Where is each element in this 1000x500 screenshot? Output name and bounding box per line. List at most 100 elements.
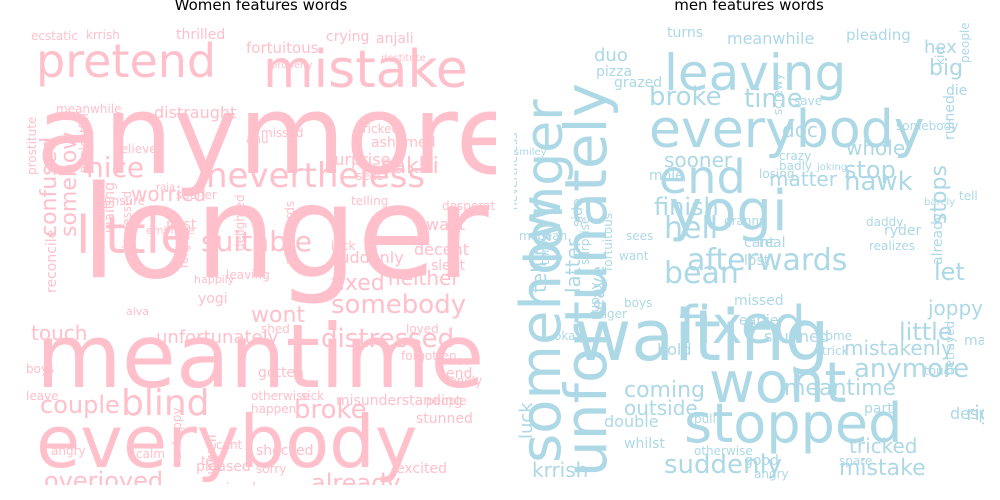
men-word-28: mistake [839, 456, 926, 481]
women-word-65: shed [261, 322, 290, 336]
men-word-1: unfortunately [552, 83, 620, 477]
women-word-83: ruined [211, 481, 256, 485]
women-word-61: loved [406, 322, 439, 336]
men-wordcloud-panel: men features words waiting unfortunately s… [514, 0, 984, 500]
men-word-25: mistakenly [844, 336, 953, 360]
men-word-51: already [930, 213, 946, 265]
men-word-83: spare [839, 454, 872, 468]
men-word-14: finish [654, 193, 719, 221]
men-word-45: grazed [614, 75, 662, 91]
women-word-4: mistake [263, 40, 468, 100]
women-word-2: meantime [36, 305, 484, 408]
men-word-74: boys [624, 296, 652, 310]
men-word-68: ryder [884, 223, 922, 239]
women-word-28: crying [326, 29, 369, 45]
men-word-4: stopped [684, 392, 902, 455]
men-word-80: pull [694, 412, 716, 426]
men-word-39: let [934, 258, 965, 286]
women-word-64: end [446, 366, 472, 382]
men-word-35: coming [624, 378, 705, 403]
women-word-35: neglectful [77, 113, 91, 173]
women-word-47: delighted [233, 194, 247, 251]
men-word-87: smiley [514, 147, 547, 158]
men-word-70: daddy [866, 215, 903, 229]
men-word-31: luck [516, 402, 537, 439]
men-word-16: stop [844, 156, 896, 184]
men-word-38: hold [657, 340, 692, 359]
men-word-56: real [759, 235, 786, 251]
men-word-21: matter [769, 167, 838, 191]
women-word-62: woo [446, 354, 471, 368]
women-word-75: cant [216, 438, 243, 452]
women-word-72: happen [251, 402, 296, 416]
women-word-45: past [166, 217, 197, 233]
women-word-60: yogi [198, 291, 228, 307]
women-word-68: sick [301, 389, 324, 403]
women-word-80: shocked [256, 443, 314, 459]
men-word-7: wont [709, 351, 847, 416]
women-word-85: leave [26, 389, 59, 403]
men-word-97: touch [924, 364, 958, 378]
women-word-30: missed [261, 126, 304, 140]
women-word-49: suddenly [331, 248, 404, 267]
women-word-50: want [426, 215, 465, 234]
men-word-100: losing [759, 167, 794, 181]
men-wordcloud-title: men features words [674, 0, 824, 14]
women-word-8: somebody [331, 290, 466, 320]
women-word-20: broke [294, 395, 367, 425]
men-word-17: time [744, 84, 803, 114]
women-word-76: calm [136, 447, 165, 461]
men-word-63: part [864, 401, 893, 417]
men-word-3: longer [515, 99, 575, 265]
men-word-2: somehow [514, 195, 574, 463]
men-word-64: mad [964, 333, 984, 349]
women-word-5: pretend [36, 34, 216, 88]
men-word-62: trick [822, 344, 849, 358]
men-word-11: afterwards [687, 243, 847, 278]
men-word-73: tiger [599, 307, 627, 321]
women-word-11: distressed [321, 324, 454, 354]
women-word-25: unfortunately [156, 327, 279, 348]
women-word-53: reconcile [44, 230, 60, 293]
women-word-33: krrish [86, 28, 120, 42]
men-word-37: double [604, 412, 659, 431]
men-word-19: doc [782, 118, 818, 142]
women-word-26: thrilled [176, 27, 225, 43]
men-word-59: earlier [739, 313, 784, 329]
women-word-66: gotten [258, 365, 304, 381]
men-word-94: joking [816, 162, 847, 173]
women-word-13: nice [86, 151, 144, 184]
women-word-23: touch [31, 321, 87, 345]
men-word-67: betrayed [943, 321, 957, 375]
men-word-69: granny [724, 214, 766, 228]
women-word-32: ecstatic [31, 29, 78, 43]
men-word-9: leaving [664, 44, 846, 102]
men-word-77: surprise [578, 217, 592, 265]
women-word-1: anymore [36, 71, 496, 199]
men-word-22: sooner [664, 148, 733, 172]
men-word-95: barely [924, 197, 955, 208]
women-word-9: blind [121, 383, 210, 424]
men-wordcloud: waiting unfortunately somehow longer stopped… [514, 15, 984, 485]
women-word-77: angry [51, 444, 86, 458]
men-word-32: telling [527, 231, 551, 293]
men-word-40: big [929, 56, 963, 81]
men-word-23: little [899, 318, 953, 346]
women-word-70: stunned [416, 411, 473, 427]
men-word-101: tell [959, 189, 978, 203]
women-word-56: embrace [146, 224, 195, 237]
men-word-98: kid [933, 47, 947, 65]
women-word-54: depressed [120, 191, 134, 253]
women-word-22: overjoyed [44, 467, 163, 485]
men-word-71: realizes [869, 239, 915, 253]
women-wordcloud-panel: Women features words longer anymore meanti… [26, 0, 496, 500]
women-word-87: alva [126, 305, 149, 318]
men-word-81: good [744, 453, 779, 469]
women-word-37: tricked [358, 122, 399, 136]
women-word-34: meanwhile [56, 102, 122, 116]
men-word-79: whilst [624, 436, 665, 452]
women-word-51: decent [414, 240, 469, 259]
men-word-72: okay [554, 329, 583, 343]
women-word-90: destitute [381, 53, 426, 64]
